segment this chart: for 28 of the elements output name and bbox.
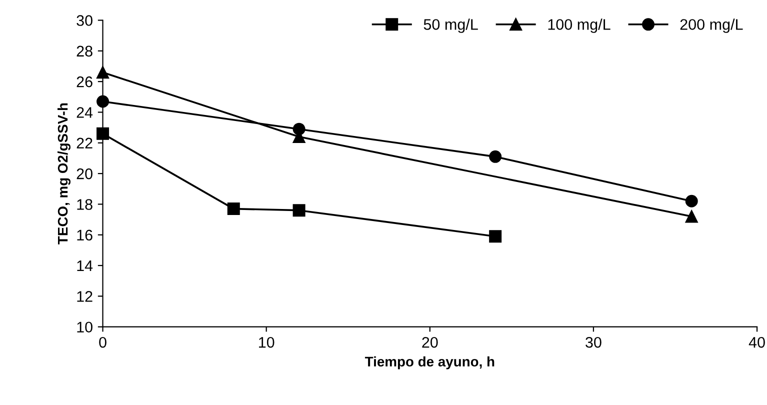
y-tick-label: 20: [76, 168, 92, 180]
legend-label: 100 mg/L: [548, 18, 610, 33]
y-tick-label: 16: [77, 230, 92, 241]
x-axis-title: Tiempo de ayuno, h: [364, 356, 494, 370]
y-axis-title: TECO, mg O2/gSSV-h: [58, 103, 71, 244]
point: [685, 210, 698, 223]
y-tick-label: 30: [76, 15, 92, 26]
point: [489, 150, 502, 163]
y-tick-label: 14: [77, 260, 93, 272]
x-tick-label: 0: [99, 336, 106, 348]
point: [489, 230, 502, 243]
y-tick-label: 26: [76, 76, 92, 88]
x-tick-label: 40: [748, 336, 765, 348]
y-tick-label: 24: [76, 107, 93, 118]
y-tick-label: 28: [76, 46, 92, 57]
x-tick-label: 30: [586, 336, 602, 348]
legend-label: 50 mg/L: [424, 18, 478, 33]
y-tick-label: 10: [77, 322, 92, 333]
y-tick-label: 22: [76, 138, 92, 148]
x-tick-label: 20: [422, 336, 438, 348]
point: [227, 202, 240, 216]
y-tick-label: 12: [77, 291, 92, 302]
legend-label: 200 mg/L: [680, 18, 743, 33]
point: [292, 204, 306, 217]
point: [292, 122, 306, 136]
point: [685, 194, 698, 208]
x-tick-label: 10: [259, 336, 274, 348]
y-tick-label: 18: [77, 199, 92, 210]
